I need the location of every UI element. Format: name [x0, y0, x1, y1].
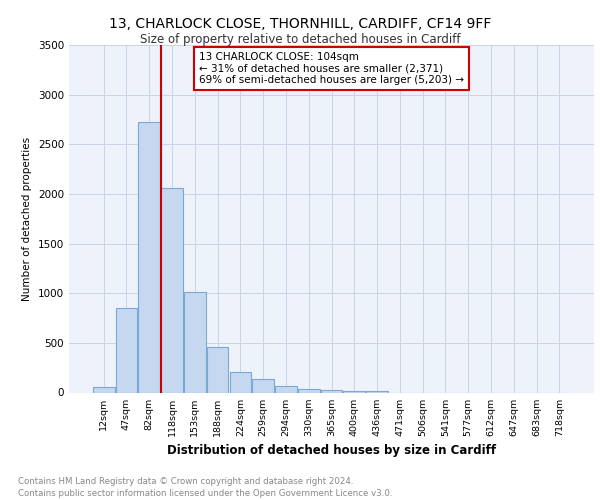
Bar [275, 386, 297, 392]
Bar [93, 387, 115, 392]
Bar [366, 390, 388, 392]
Bar [230, 372, 251, 392]
Bar [343, 390, 365, 392]
Bar [116, 308, 137, 392]
Bar [298, 388, 320, 392]
Text: Contains public sector information licensed under the Open Government Licence v3: Contains public sector information licen… [18, 489, 392, 498]
Text: 13 CHARLOCK CLOSE: 104sqm
← 31% of detached houses are smaller (2,371)
69% of se: 13 CHARLOCK CLOSE: 104sqm ← 31% of detac… [199, 52, 464, 85]
Bar [253, 378, 274, 392]
Bar [139, 122, 160, 392]
Text: Size of property relative to detached houses in Cardiff: Size of property relative to detached ho… [140, 32, 460, 46]
Text: Contains HM Land Registry data © Crown copyright and database right 2024.: Contains HM Land Registry data © Crown c… [18, 478, 353, 486]
Bar [320, 390, 343, 392]
Y-axis label: Number of detached properties: Number of detached properties [22, 136, 32, 301]
Bar [207, 347, 229, 393]
Text: 13, CHARLOCK CLOSE, THORNHILL, CARDIFF, CF14 9FF: 13, CHARLOCK CLOSE, THORNHILL, CARDIFF, … [109, 18, 491, 32]
Bar [184, 292, 206, 392]
X-axis label: Distribution of detached houses by size in Cardiff: Distribution of detached houses by size … [167, 444, 496, 457]
Bar [161, 188, 183, 392]
